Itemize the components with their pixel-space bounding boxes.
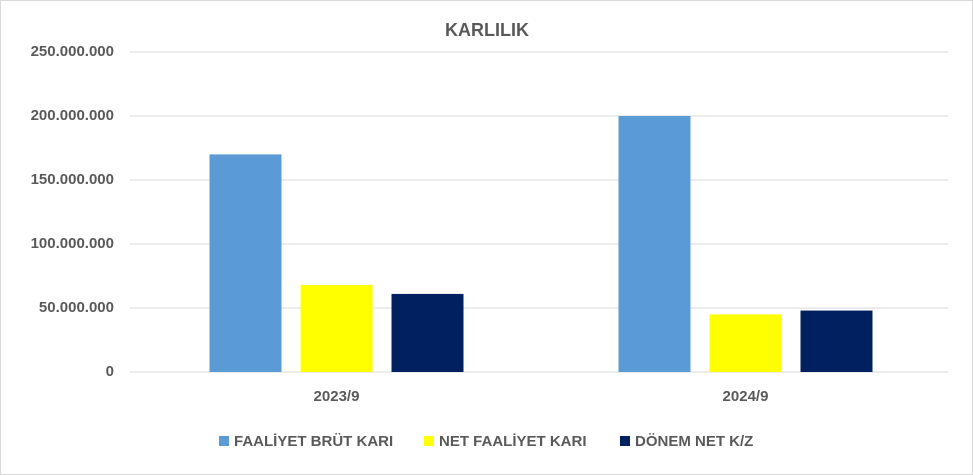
legend-label: DÖNEM NET K/Z: [635, 433, 753, 450]
y-tick-label: 250.000.000: [31, 43, 114, 60]
legend-label: NET FAALİYET KARI: [439, 433, 587, 450]
x-tick-label: 2023/9: [314, 388, 360, 405]
bar: [618, 116, 691, 372]
y-tick-label: 50.000.000: [39, 299, 114, 316]
bar: [209, 154, 282, 372]
chart-title: KARLILIK: [445, 20, 529, 40]
bar: [709, 314, 782, 372]
y-tick-label: 150.000.000: [31, 171, 114, 188]
y-tick-label: 0: [106, 363, 114, 380]
y-tick-label: 100.000.000: [31, 235, 114, 252]
x-tick-label: 2024/9: [723, 388, 769, 405]
bar: [800, 310, 873, 372]
legend-swatch: [424, 436, 434, 446]
legend-swatch: [620, 436, 630, 446]
legend-label: FAALİYET BRÜT KARI: [234, 433, 393, 450]
legend-swatch: [219, 436, 229, 446]
bar: [391, 293, 464, 372]
y-tick-label: 200.000.000: [31, 107, 114, 124]
bar: [300, 284, 373, 372]
